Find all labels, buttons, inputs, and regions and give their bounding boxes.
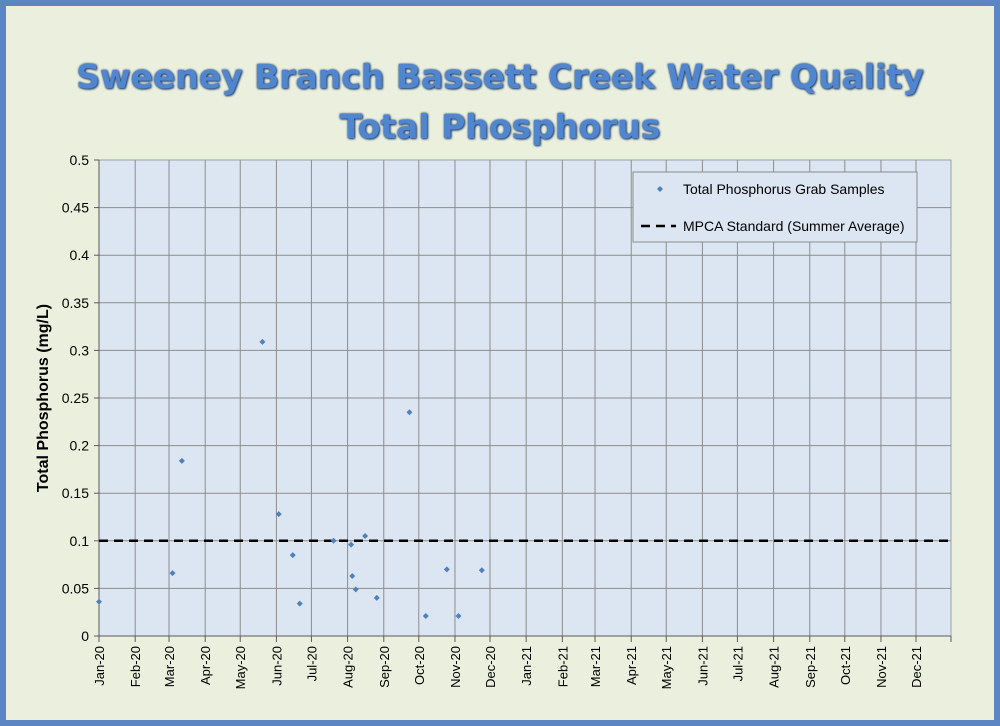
y-tick-label: 0.3	[70, 342, 90, 358]
y-tick-label: 0.35	[62, 295, 89, 311]
legend-marker-grab-samples	[657, 186, 663, 192]
chart-title-line-2: Total Phosphorus	[339, 107, 661, 146]
legend-label-mpca-standard: MPCA Standard (Summer Average)	[683, 218, 905, 234]
y-tick-label: 0.25	[62, 390, 89, 406]
legend-label-grab-samples: Total Phosphorus Grab Samples	[683, 181, 885, 197]
x-tick-label: Apr-21	[624, 646, 639, 685]
x-tick-label: Jan-21	[519, 646, 534, 686]
x-tick-label: Oct-20	[412, 646, 427, 685]
data-point	[169, 570, 176, 577]
data-point	[406, 409, 413, 416]
y-tick-label: 0.1	[70, 533, 90, 549]
data-point	[178, 457, 185, 464]
data-point	[422, 613, 429, 620]
x-tick-label: Jul-20	[304, 646, 319, 681]
x-tick-label: Nov-21	[874, 646, 889, 688]
x-tick-label: Nov-20	[448, 646, 463, 688]
y-axis-label: Total Phosphorus (mg/L)	[35, 304, 52, 492]
data-point	[455, 613, 462, 620]
x-tick-label: Jun-21	[695, 646, 710, 686]
x-tick-label: Jan-20	[92, 646, 107, 686]
data-point	[348, 541, 355, 548]
legend-box	[632, 171, 918, 243]
data-point	[330, 537, 337, 544]
data-point	[352, 586, 359, 593]
y-tick-label: 0.05	[62, 580, 89, 596]
x-tick-label: Oct-21	[838, 646, 853, 685]
x-tick-label: Sep-20	[377, 646, 392, 688]
y-tick-label: 0.5	[70, 152, 90, 168]
data-point	[296, 600, 303, 607]
data-point	[259, 338, 266, 345]
x-tick-label: Aug-20	[341, 646, 356, 688]
x-tick-label: May-21	[659, 646, 674, 689]
x-tick-label: Dec-21	[909, 646, 924, 688]
y-tick-label: 0	[81, 628, 89, 644]
x-tick-label: Mar-21	[588, 646, 603, 687]
data-point	[289, 552, 296, 559]
y-tick-label: 0.2	[70, 438, 90, 454]
x-tick-label: Aug-21	[767, 646, 782, 688]
y-tick-label: 0.15	[62, 485, 89, 501]
x-tick-label: Jun-20	[269, 646, 284, 686]
data-point	[349, 573, 356, 580]
data-point	[478, 567, 485, 574]
x-tick-label: May-20	[233, 646, 248, 689]
data-point	[96, 598, 102, 605]
x-tick-label: Jul-21	[730, 646, 745, 681]
x-tick-label: Feb-21	[555, 646, 570, 687]
y-tick-label: 0.45	[62, 200, 89, 216]
data-point	[275, 511, 282, 518]
x-tick-label: Sep-21	[803, 646, 818, 688]
x-tick-label: Feb-20	[128, 646, 143, 687]
data-point	[373, 594, 380, 601]
x-tick-label: Mar-20	[162, 646, 177, 687]
chart-title: Sweeney Branch Bassett Creek Water Quali…	[0, 52, 1000, 152]
chart-title-line-1: Sweeney Branch Bassett Creek Water Quali…	[76, 57, 924, 96]
y-tick-label: 0.4	[70, 247, 90, 263]
data-point	[443, 566, 450, 573]
x-tick-label: Dec-20	[483, 646, 498, 688]
x-tick-label: Apr-20	[198, 646, 213, 685]
data-point	[362, 533, 369, 540]
